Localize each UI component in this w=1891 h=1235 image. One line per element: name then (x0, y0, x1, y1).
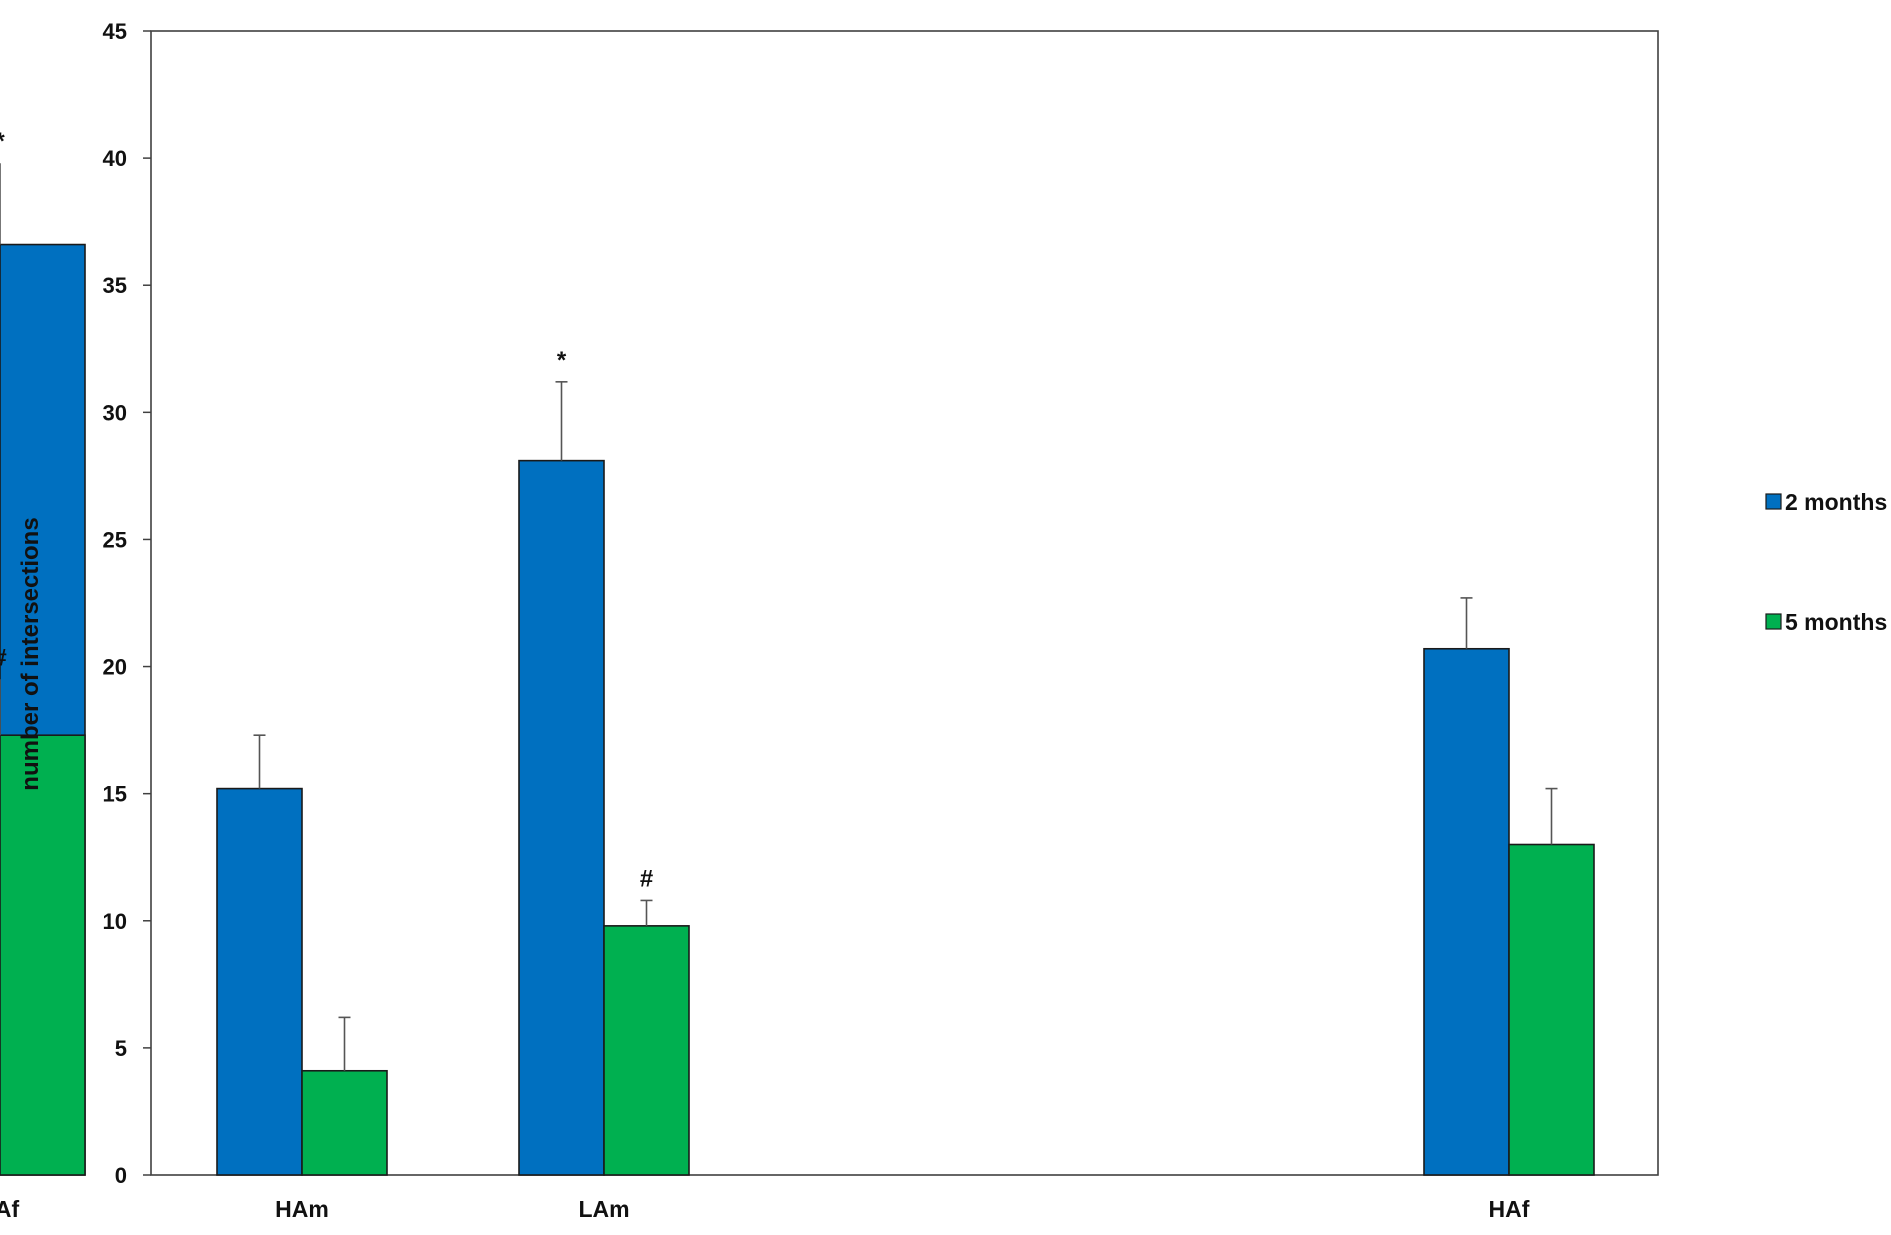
bar-LAf-5-months (0, 734, 86, 1176)
y-tick-label: 35 (103, 273, 127, 298)
bar-HAf-2-months (1423, 647, 1510, 1176)
plot-area-border (150, 30, 1659, 1176)
legend-swatch (1765, 493, 1782, 510)
x-category-label: LAm (578, 1196, 629, 1222)
y-tick-label: 40 (103, 146, 127, 171)
y-axis-title: number of intersections (17, 517, 44, 790)
legend-label: 5 months (1785, 609, 1887, 635)
y-tick-label: 45 (103, 19, 127, 44)
significance-annotations: * # * # (0, 128, 653, 892)
legend-swatch (1765, 613, 1782, 630)
error-bars (0, 163, 1558, 1071)
bar-HAm-2-months (216, 787, 303, 1176)
y-axis-ticks: 0 5 10 15 20 25 30 35 40 45 (103, 19, 151, 1188)
legend-label: 2 months (1785, 489, 1887, 515)
x-category-label: HAf (1489, 1196, 1530, 1222)
bar-LAm-5-months (603, 925, 690, 1176)
bar-HAm-5-months (301, 1069, 388, 1176)
bar-LAm-2-months (518, 459, 605, 1176)
bar-HAf-5-months (1508, 843, 1595, 1176)
y-tick-label: 10 (103, 909, 127, 934)
legend: 2 months 5 months (1765, 489, 1887, 635)
y-tick-label: 25 (103, 527, 127, 552)
y-tick-label: 0 (115, 1163, 127, 1188)
y-tick-label: 20 (103, 655, 127, 680)
x-category-label: HAm (275, 1196, 329, 1222)
x-category-label: LAf (0, 1196, 19, 1222)
bars (0, 243, 1595, 1176)
y-tick-label: 15 (103, 782, 127, 807)
significance-mark: # (640, 865, 653, 892)
significance-mark: * (0, 128, 5, 155)
y-tick-label: 30 (103, 400, 127, 425)
significance-mark: # (0, 644, 7, 671)
significance-mark: * (557, 347, 567, 374)
plot-frame (150, 30, 1659, 1176)
x-axis-labels: HAm LAm HAf LAf (0, 1196, 1530, 1222)
y-tick-label: 5 (115, 1036, 127, 1061)
